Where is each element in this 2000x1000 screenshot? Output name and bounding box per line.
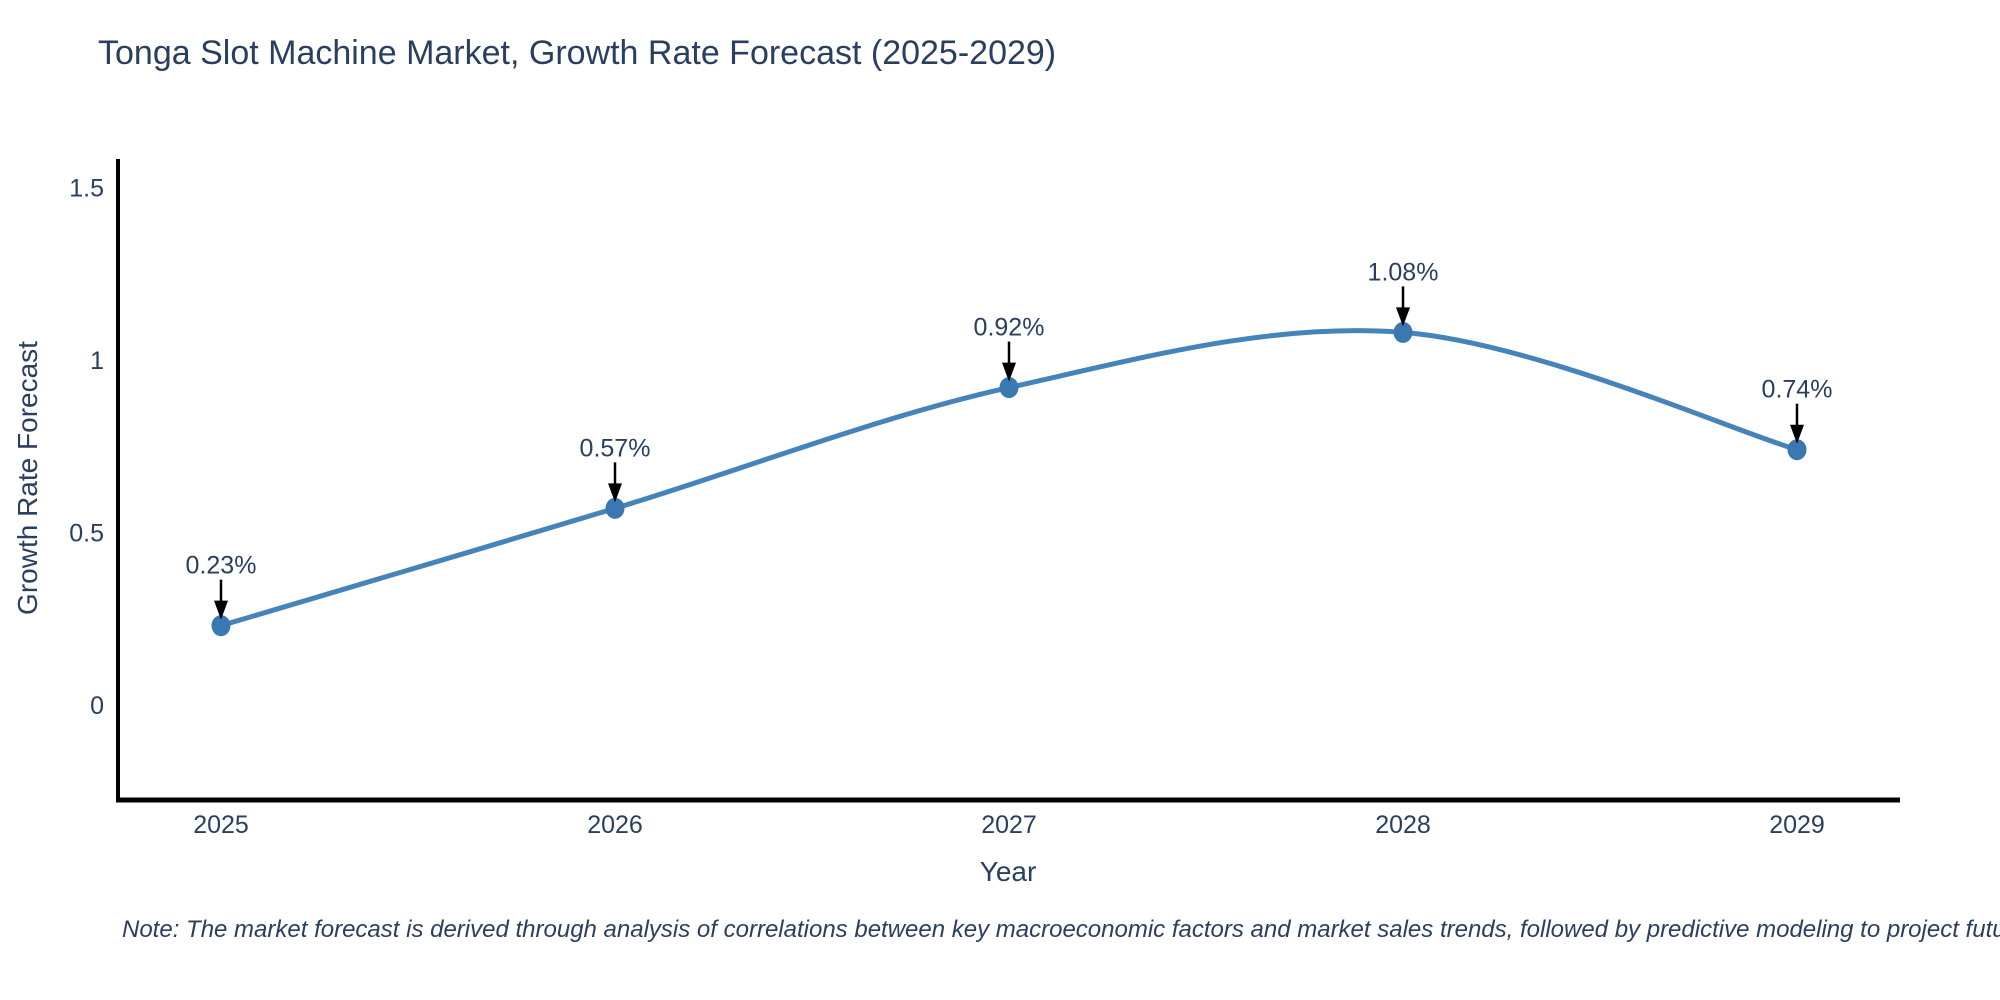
x-tick-label: 2026 [587, 811, 643, 839]
data-point-marker [1393, 321, 1413, 343]
annotation-arrowhead [214, 600, 228, 620]
point-label: 0.23% [186, 552, 257, 580]
point-label: 1.08% [1368, 258, 1439, 286]
y-tick-label: 1.5 [69, 175, 104, 203]
x-tick-label: 2028 [1375, 811, 1431, 839]
annotation-arrowhead [608, 483, 622, 503]
footnote: Note: The market forecast is derived thr… [122, 916, 2000, 943]
annotation-arrowhead [1790, 424, 1804, 444]
point-label: 0.74% [1762, 376, 1833, 404]
data-point-marker [999, 377, 1019, 399]
point-label: 0.57% [580, 434, 651, 462]
point-label: 0.92% [974, 314, 1045, 342]
y-tick-label: 1 [90, 347, 104, 375]
y-tick-label: 0 [90, 692, 104, 720]
chart-title: Tonga Slot Machine Market, Growth Rate F… [98, 34, 1057, 72]
x-tick-label: 2029 [1769, 811, 1825, 839]
x-tick-label: 2025 [193, 811, 249, 839]
data-point-marker [605, 497, 625, 519]
annotation-arrowhead [1002, 362, 1016, 382]
data-point-marker [1787, 439, 1807, 461]
y-tick-label: 0.5 [69, 520, 104, 548]
data-point-marker [211, 615, 231, 637]
x-tick-label: 2027 [981, 811, 1037, 839]
x-axis-title: Year [979, 856, 1037, 887]
annotation-arrowhead [1396, 307, 1410, 327]
